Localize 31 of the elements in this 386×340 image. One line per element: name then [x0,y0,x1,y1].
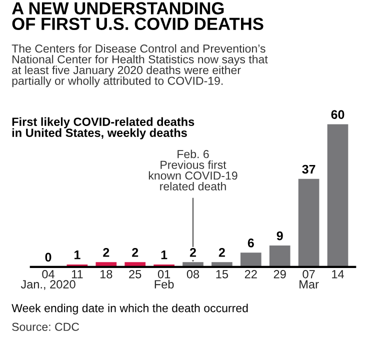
data-label: 1 [74,250,80,260]
annotation: Feb. 6 Previous first known COVID-19 related death [148,150,238,190]
x-tick-label: 07 Mar [300,270,319,288]
x-tick-label: 08 [186,270,200,278]
x-axis-title: Week ending date in which the death occurred [12,304,248,314]
data-label: 2 [218,248,225,257]
chart-title: A NEW UNDERSTANDING OF FIRST U.S. COVID DEATHS [12,2,264,30]
bar [240,252,262,267]
data-label: 60 [331,110,344,119]
bar [269,246,290,267]
chart-subtitle: The Centers for Disease Control and Prevention’s National Center for Health Statistics now says that at least five January 2020 deaths were either partially or wholly attributed to COVID-19. [12,44,268,88]
x-tick-label: 25 [129,270,142,278]
data-label: 2 [190,248,196,257]
annotation: First likely COVID-related deaths in United States, weekly deaths [12,117,194,140]
source-note: Source: CDC [12,322,80,331]
bar [298,178,320,267]
data-label: 6 [248,238,254,248]
x-tick-label: 01 Feb [154,270,174,288]
x-tick-label: 14 [332,270,344,278]
x-tick-label: 11 [72,270,83,278]
x-tick-label: 22 [244,270,257,278]
data-label: 2 [103,248,110,257]
x-tick-label: 29 [274,270,286,278]
bar [327,124,348,267]
data-label: 1 [161,250,168,260]
data-label: 0 [45,252,52,262]
data-label: 9 [276,231,283,240]
data-label: 37 [302,164,316,174]
x-tick-label: 15 [216,270,228,278]
x-tick-label: 18 [100,270,112,278]
data-label: 2 [132,248,138,257]
